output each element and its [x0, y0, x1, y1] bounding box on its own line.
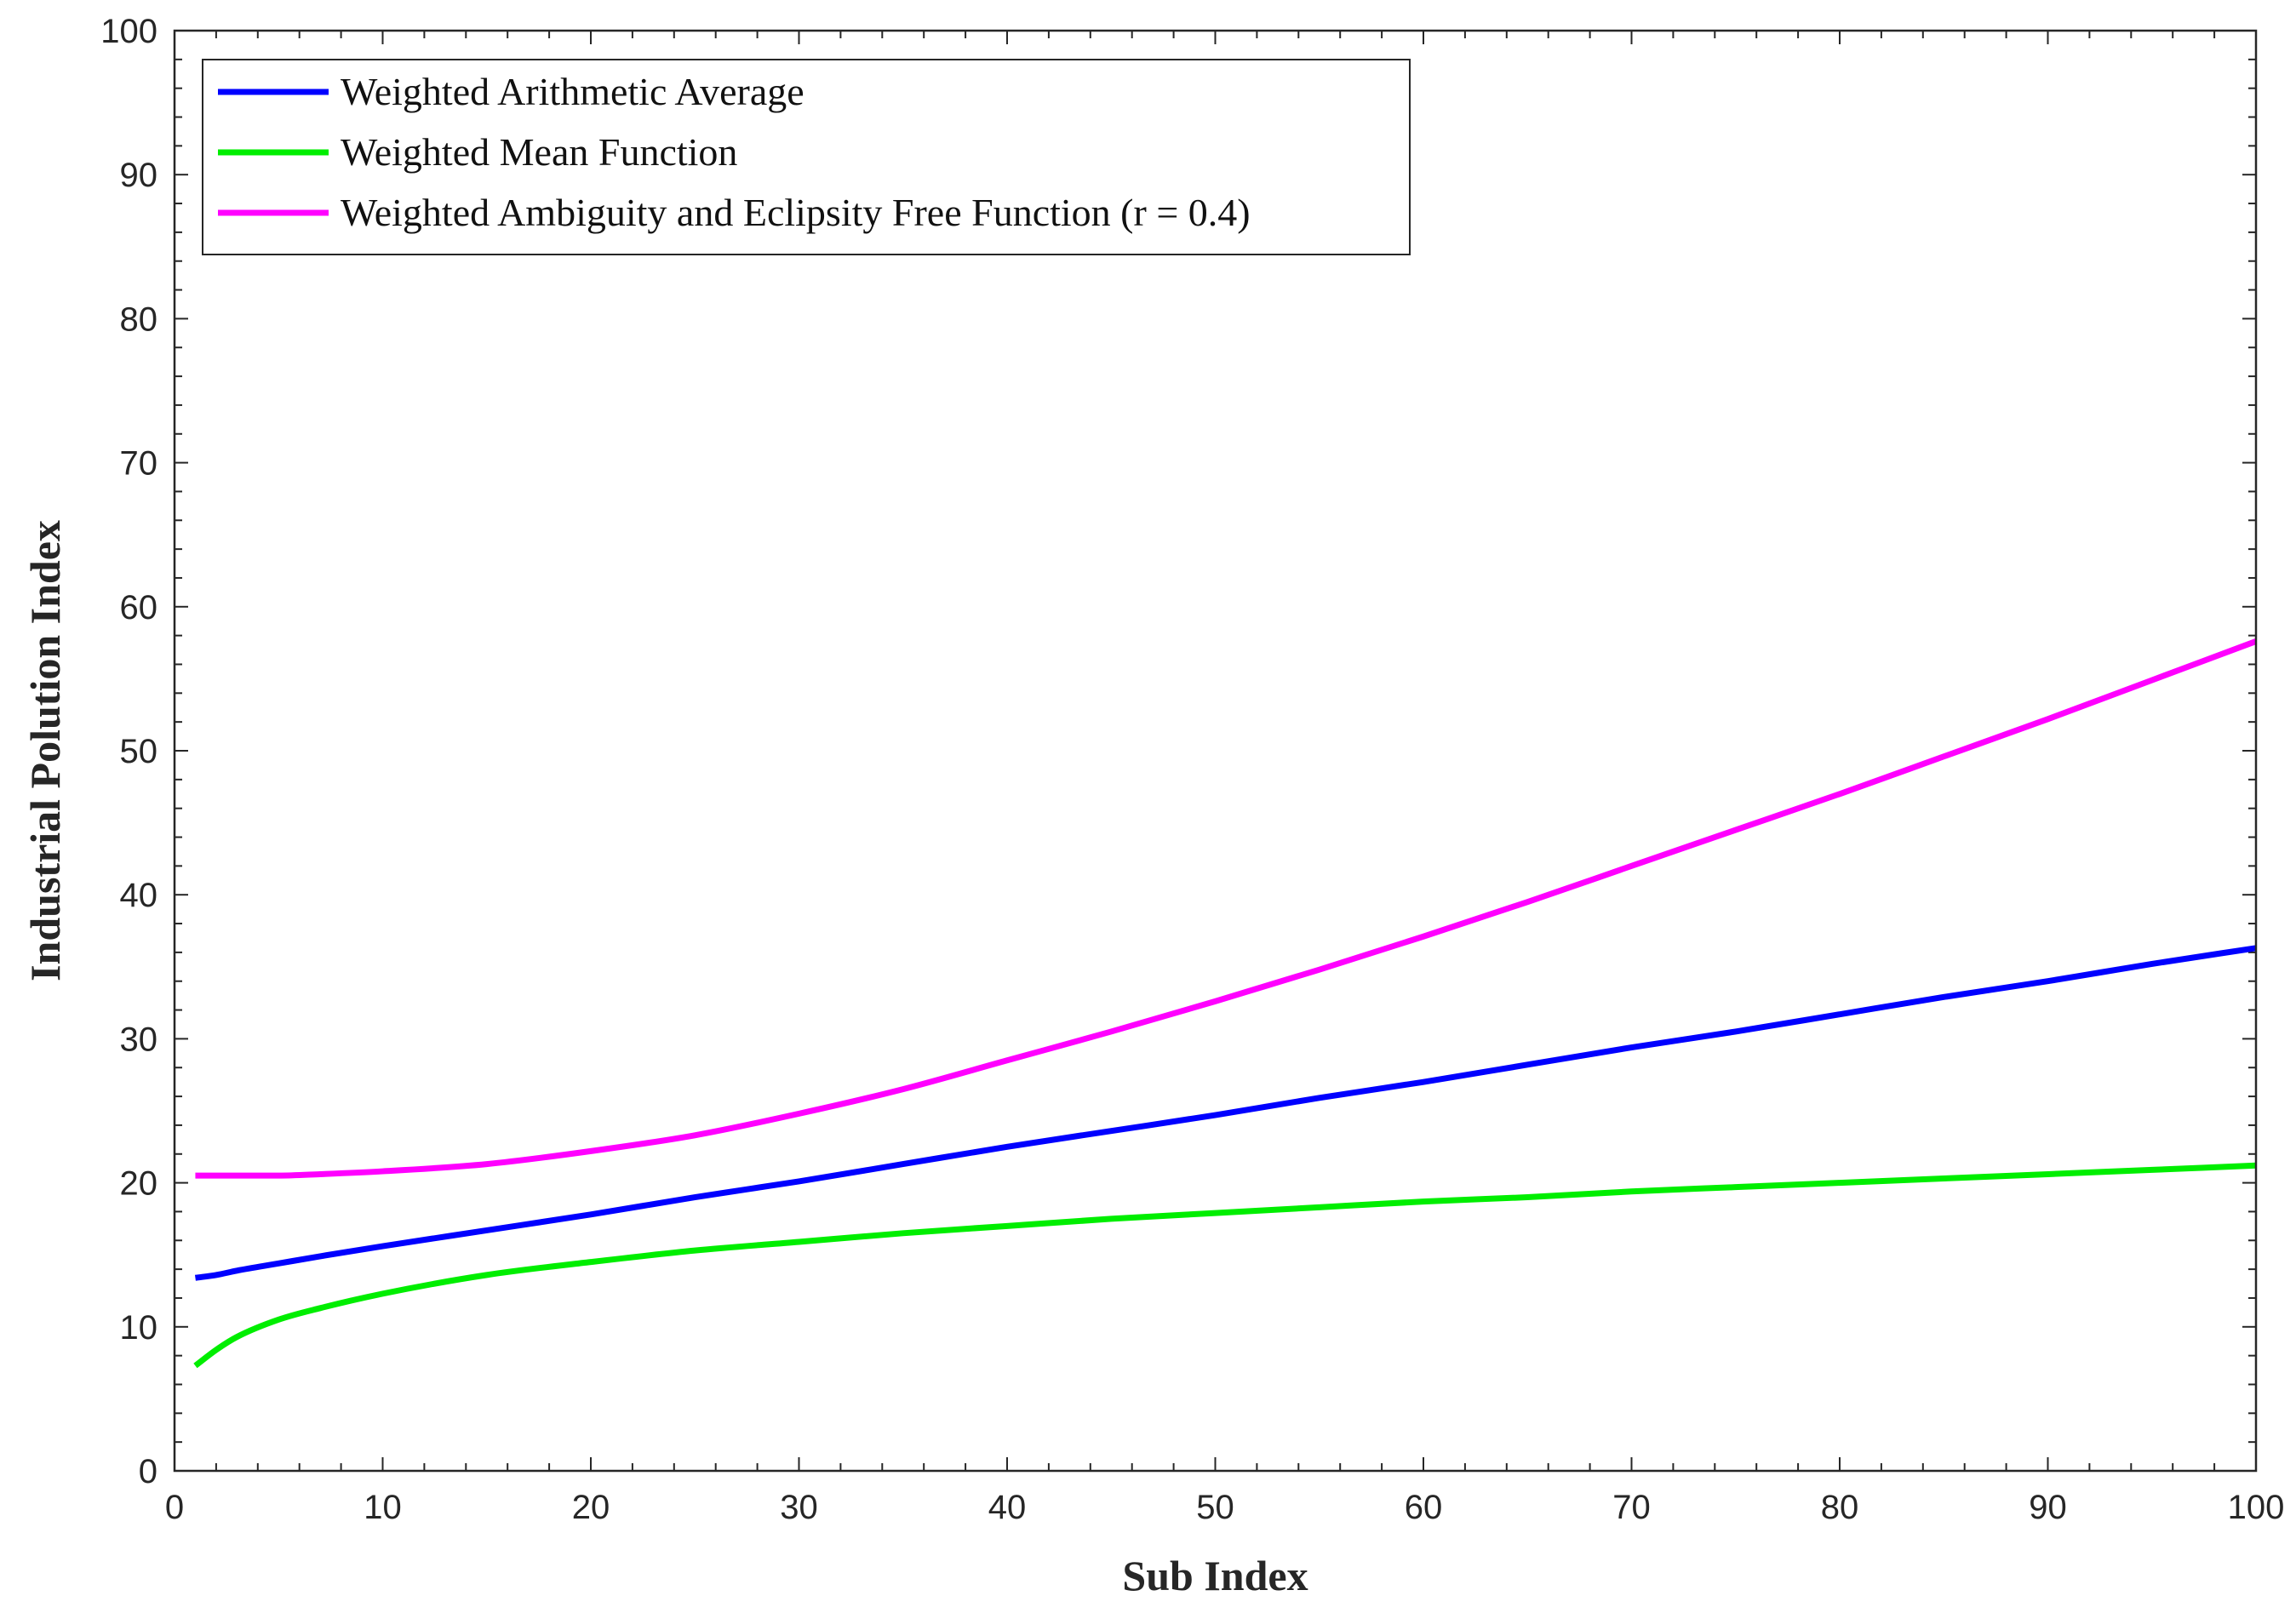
y-tick-label: 70	[120, 445, 158, 483]
series-line-2	[193, 1162, 2257, 1369]
x-tick-label: 90	[2029, 1489, 2067, 1526]
x-tick-label: 30	[780, 1489, 818, 1526]
y-axis-title: Industrial Polution Index	[21, 520, 69, 981]
x-tick-label: 10	[364, 1489, 402, 1526]
x-tick-label: 60	[1405, 1489, 1443, 1526]
y-tick-label: 90	[120, 157, 158, 194]
y-tick-labels: 0 10 20 30 40 50 60 70 80 90 100	[100, 13, 157, 1490]
plot-frame	[173, 29, 2258, 1473]
series-layer	[193, 638, 2258, 1369]
series-line-3	[195, 638, 2258, 1179]
y-tick-label: 0	[139, 1453, 157, 1490]
y-tick-label: 10	[120, 1309, 158, 1347]
x-axis-title: Sub Index	[1122, 1552, 1308, 1599]
legend-label: Weighted Arithmetic Average	[341, 70, 804, 113]
series-line-1	[194, 945, 2257, 1281]
y-tick-label: 20	[120, 1165, 158, 1203]
x-tick-label: 50	[1196, 1489, 1234, 1526]
x-tick-label: 100	[2228, 1489, 2285, 1526]
legend-label: Weighted Ambiguity and Eclipsity Free Fu…	[341, 191, 1251, 234]
y-tick-label: 50	[120, 733, 158, 770]
y-tick-label: 100	[100, 13, 157, 50]
x-tick-label: 20	[572, 1489, 610, 1526]
legend-box	[202, 59, 1411, 255]
x-tick-labels: 0 10 20 30 40 50 60 70 80 90 100	[165, 1489, 2285, 1526]
x-tick-label: 40	[988, 1489, 1027, 1526]
legend-label: Weighted Mean Function	[341, 130, 737, 174]
axis-ticks	[174, 30, 2257, 1472]
y-tick-label: 30	[120, 1021, 158, 1058]
x-tick-label: 70	[1612, 1489, 1651, 1526]
x-tick-label: 0	[165, 1489, 184, 1526]
y-tick-label: 80	[120, 300, 158, 338]
legend: Weighted Arithmetic Average Weighted Mean…	[202, 59, 1411, 255]
y-tick-label: 40	[120, 877, 158, 914]
x-tick-label: 80	[1821, 1489, 1859, 1526]
y-tick-label: 60	[120, 589, 158, 626]
